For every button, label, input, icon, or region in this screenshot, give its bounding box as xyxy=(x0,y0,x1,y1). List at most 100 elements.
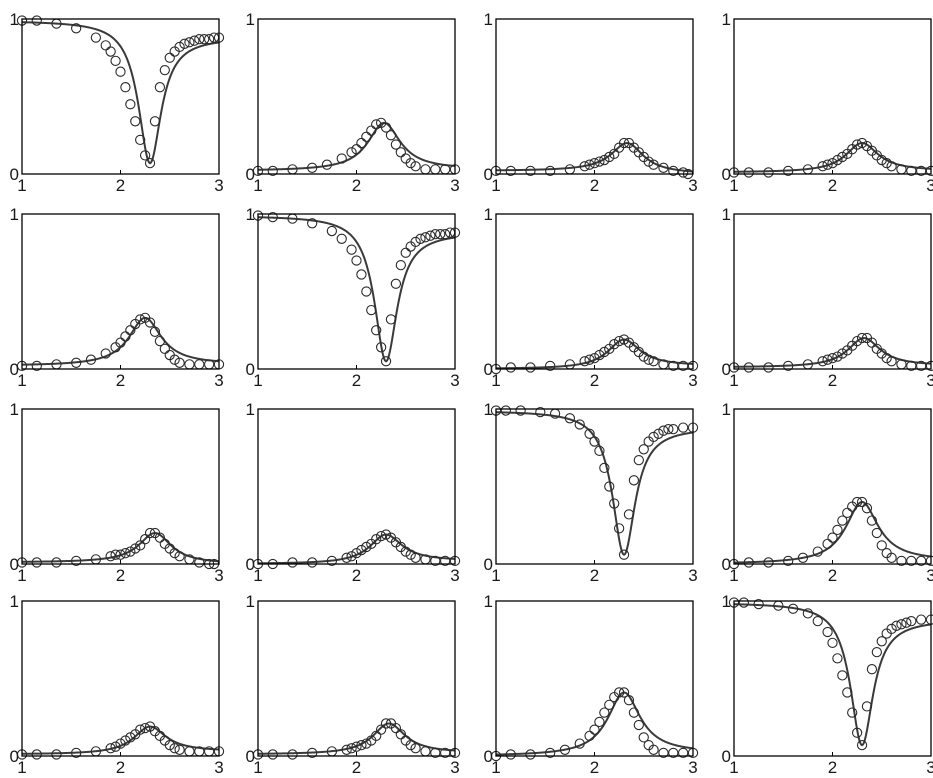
y-tick-label: 1 xyxy=(10,205,19,224)
x-tick-label: 3 xyxy=(214,371,223,390)
data-point xyxy=(574,738,585,749)
x-tick-label: 3 xyxy=(926,371,933,390)
data-point xyxy=(203,34,215,45)
data-point xyxy=(31,749,42,760)
data-point xyxy=(866,664,878,675)
axes-box xyxy=(21,18,220,175)
subplot-12: 1 2 301 xyxy=(722,400,933,585)
data-point xyxy=(179,38,190,49)
data-point xyxy=(435,228,446,240)
data-point xyxy=(149,116,161,127)
axes-box xyxy=(733,600,932,757)
x-tick-label: 1 xyxy=(17,176,26,195)
data-point xyxy=(906,165,917,177)
data-point xyxy=(668,747,679,759)
data-point xyxy=(783,165,794,177)
data-point xyxy=(105,551,116,562)
data-point xyxy=(812,616,823,627)
fit-curve xyxy=(495,141,694,173)
data-point xyxy=(120,82,131,93)
data-point xyxy=(420,232,431,243)
data-point xyxy=(763,557,774,568)
y-tick-label: 1 xyxy=(246,400,255,419)
data-point xyxy=(678,747,689,759)
y-tick-label: 0 xyxy=(246,747,255,766)
data-point xyxy=(361,286,372,297)
data-point xyxy=(658,425,669,436)
data-point xyxy=(115,66,126,77)
data-point xyxy=(174,551,185,562)
data-point xyxy=(371,119,382,130)
data-point xyxy=(267,211,278,223)
data-point xyxy=(842,687,853,698)
data-point xyxy=(613,335,625,347)
data-point xyxy=(847,707,858,718)
data-point xyxy=(876,636,887,647)
data-point xyxy=(90,32,102,43)
data-point xyxy=(410,552,421,563)
y-tick-label: 1 xyxy=(484,592,493,611)
x-tick-label: 3 xyxy=(450,758,459,777)
data-point xyxy=(110,55,121,66)
x-tick-label: 1 xyxy=(491,566,500,585)
data-point xyxy=(856,496,868,508)
data-point xyxy=(351,741,362,752)
data-point xyxy=(439,228,451,240)
y-tick-label: 1 xyxy=(10,592,19,611)
data-point xyxy=(738,597,749,608)
data-point xyxy=(415,233,426,244)
data-point xyxy=(336,153,347,164)
data-point xyxy=(564,164,576,175)
data-point xyxy=(105,743,116,754)
data-point xyxy=(341,744,352,755)
data-point xyxy=(164,52,175,63)
data-point xyxy=(525,749,536,760)
subplot-16: 1 2 301 xyxy=(722,592,933,777)
x-tick-label: 1 xyxy=(17,758,26,777)
data-point xyxy=(115,549,126,560)
data-point xyxy=(525,362,536,373)
data-point xyxy=(802,608,814,619)
data-point xyxy=(321,159,333,170)
data-point xyxy=(135,314,146,325)
data-point xyxy=(135,134,146,146)
data-point xyxy=(356,137,367,149)
data-point xyxy=(851,139,863,150)
data-point xyxy=(375,342,387,353)
x-tick-label: 2 xyxy=(352,371,361,390)
data-point xyxy=(797,552,809,563)
x-tick-label: 2 xyxy=(590,176,599,195)
data-point xyxy=(154,532,166,543)
data-point xyxy=(861,701,873,712)
x-tick-label: 3 xyxy=(926,566,933,585)
x-tick-label: 2 xyxy=(828,566,837,585)
y-tick-label: 1 xyxy=(246,592,255,611)
y-tick-label: 0 xyxy=(10,555,19,574)
data-point xyxy=(545,165,556,177)
data-point xyxy=(822,626,833,638)
data-point xyxy=(307,162,318,173)
data-point xyxy=(356,269,367,280)
data-point xyxy=(130,116,141,127)
data-point xyxy=(351,144,362,155)
data-point xyxy=(194,359,205,370)
data-point xyxy=(599,462,610,474)
data-point xyxy=(194,557,205,568)
y-tick-label: 0 xyxy=(246,555,255,574)
data-point xyxy=(613,687,625,698)
x-tick-label: 2 xyxy=(590,566,599,585)
data-point xyxy=(395,259,406,271)
data-point xyxy=(307,218,318,229)
x-tick-label: 1 xyxy=(729,176,738,195)
data-point xyxy=(341,552,352,563)
data-point xyxy=(613,523,625,534)
data-point xyxy=(430,164,441,175)
data-point xyxy=(787,603,799,614)
data-point xyxy=(505,362,516,373)
data-point xyxy=(678,167,689,178)
data-point xyxy=(199,34,210,45)
subplot-4: 1 2 301 xyxy=(722,10,933,195)
y-tick-label: 0 xyxy=(10,165,19,184)
data-point xyxy=(564,413,576,424)
